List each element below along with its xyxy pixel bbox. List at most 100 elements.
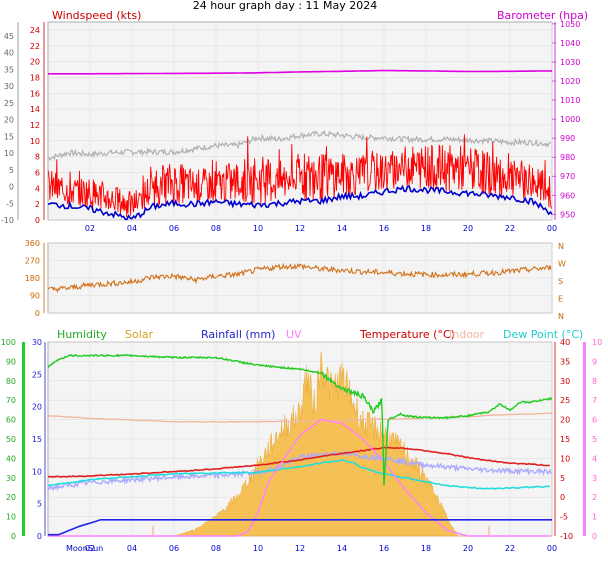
x-tick-label: 04 [127,544,137,553]
avg-wind-series [48,184,553,221]
x-tick-label: 02 [85,544,95,553]
wind-tick-label: 24 [30,26,40,35]
legend-uv: UV [286,328,302,341]
baro-tick-label: 1000 [560,115,580,124]
direction-tick-label: 270 [25,257,40,266]
wind-series [47,134,552,218]
humidity-series [47,353,553,486]
x-tick-label: 12 [295,544,305,553]
direction-tick-label: 360 [25,239,40,248]
outer-tick-label: 15 [4,132,14,141]
outer-tick-label: 30 [4,82,14,91]
wind-tick-label: 12 [30,121,40,130]
x-tick-label: 10 [253,544,263,553]
wind-tick-label: 2 [35,200,40,209]
temp-tick-label: -10 [560,532,573,541]
temp-tick-label: 10 [560,454,570,463]
humidity-tick-label: 60 [6,416,16,425]
direction-tick-label: 90 [30,292,40,301]
wind-tick-label: 16 [30,89,40,98]
uv-tick-label: 8 [592,377,597,386]
rain-tick-label: 25 [32,370,42,379]
baro-tick-label: 970 [560,172,575,181]
direction-tick-label: 180 [25,274,40,283]
uv-series [48,418,550,537]
outer-tick-label: -5 [6,199,14,208]
compass-label: N [558,242,564,251]
uv-tick-label: 3 [592,474,597,483]
temp-tick-label: 0 [560,493,565,502]
x-tick-label: 14 [337,224,347,233]
baro-axis-label: Barometer (hpa) [497,9,588,22]
x-tick-label: 22 [505,544,515,553]
wind-axis-label: Windspeed (kts) [52,9,141,22]
uv-tick-label: 2 [592,493,597,502]
rainfall-series [48,519,552,536]
wind-tick-label: 18 [30,73,40,82]
rain-tick-label: 0 [37,532,42,541]
baro-tick-label: 990 [560,134,575,143]
humidity-tick-label: 30 [6,474,16,483]
humidity-tick-label: 90 [6,357,16,366]
uv-axis-bar [583,342,586,536]
x-tick-label: 08 [211,544,221,553]
sun-label: Sun [88,544,103,553]
x-tick-label: 08 [211,224,221,233]
x-tick-label: 10 [253,224,263,233]
baro-tick-label: 950 [560,210,575,219]
x-tick-label: 20 [463,544,473,553]
outer-tick-label: 10 [4,149,14,158]
baro-tick-label: 960 [560,191,575,200]
direction-tick-label: 0 [35,309,40,318]
feels-like-series [47,450,552,492]
temp-tick-label: 20 [560,416,570,425]
baro-tick-label: 1050 [560,20,580,29]
rain-tick-label: 10 [32,467,42,476]
compass-label: E [558,295,563,304]
legend-humidity: Humidity [57,328,107,341]
outer-tick-label: 40 [4,49,14,58]
outer-tick-label: 35 [4,65,14,74]
temp-tick-label: 15 [560,435,570,444]
humidity-tick-label: 0 [11,532,16,541]
temp-tick-label: 40 [560,338,570,347]
x-tick-label: 18 [421,544,431,553]
temp-tick-label: 30 [560,377,570,386]
humidity-tick-label: 70 [6,396,16,405]
x-tick-label: 14 [337,544,347,553]
x-tick-label: 00 [547,544,557,553]
uv-tick-label: 7 [592,396,597,405]
baro-tick-label: 1010 [560,96,580,105]
outer-tick-label: 5 [9,166,14,175]
compass-label: N [558,312,564,321]
baro-tick-label: 980 [560,153,575,162]
x-tick-label: 02 [85,224,95,233]
humidity-tick-label: 80 [6,377,16,386]
temp-tick-label: 5 [560,474,565,483]
legend-rainfall: Rainfall (mm) [201,328,275,341]
humidity-tick-label: 10 [6,513,16,522]
baro-tick-label: 1020 [560,77,580,86]
baro-series [48,69,553,75]
uv-tick-label: 9 [592,357,597,366]
humidity-tick-label: 50 [6,435,16,444]
humidity-axis-bar [22,342,25,536]
humidity-tick-label: 20 [6,493,16,502]
page-title: 24 hour graph day : 11 May 2024 [193,0,378,12]
wind-tick-label: 10 [30,137,40,146]
uv-tick-label: 1 [592,513,597,522]
x-tick-label: 20 [463,224,473,233]
wind-tick-label: 8 [35,153,40,162]
moon-label: Moon [66,544,88,553]
outer-tick-label: 25 [4,99,14,108]
baro-tick-label: 1030 [560,58,580,67]
x-tick-label: 00 [547,224,557,233]
compass-label: S [558,277,563,286]
wind-tick-label: 20 [30,58,40,67]
rain-tick-label: 20 [32,403,42,412]
legend-temperature: Temperature (°C) [359,328,455,341]
rain-tick-label: 5 [37,500,42,509]
outer-tick-label: 20 [4,116,14,125]
temp-tick-label: 25 [560,396,570,405]
